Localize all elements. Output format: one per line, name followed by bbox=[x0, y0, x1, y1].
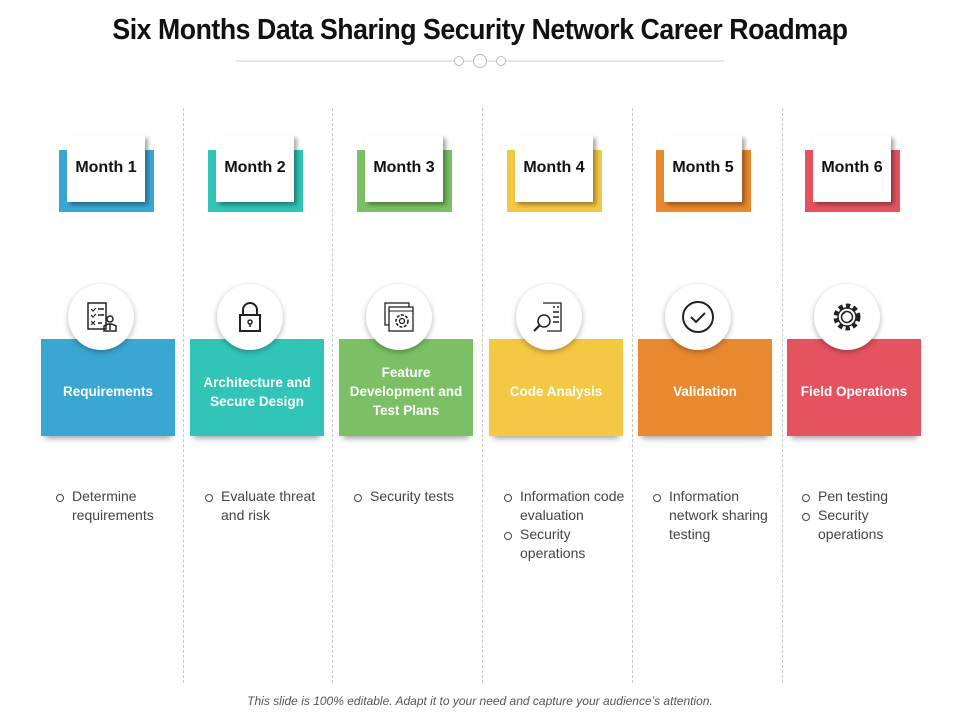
icon-badge bbox=[217, 284, 283, 350]
footer-note: This slide is 100% editable. Adapt it to… bbox=[247, 694, 713, 708]
phase-box: Code Analysis bbox=[489, 339, 623, 436]
icon-badge bbox=[516, 284, 582, 350]
bullet-item: Security operations bbox=[801, 506, 926, 544]
bullet-item: Determine requirements bbox=[55, 487, 180, 525]
phase-label: Architecture and Secure Design bbox=[203, 374, 311, 409]
month-tab: Month 1 bbox=[67, 135, 145, 202]
bullet-list: Information code evaluation Security oper… bbox=[503, 487, 628, 563]
roadmap-column-month-6: Month 6 Field Operations Pen testing Secu… bbox=[787, 0, 921, 720]
roadmap-column-month-2: Month 2 Architecture and Secure Design E… bbox=[190, 0, 324, 720]
column-divider bbox=[482, 108, 483, 683]
title-divider-ornament bbox=[236, 54, 724, 68]
bullet-item: Security operations bbox=[503, 525, 628, 563]
icon-badge bbox=[814, 284, 880, 350]
month-label: Month 4 bbox=[523, 158, 585, 176]
bullet-list: Determine requirements bbox=[55, 487, 180, 525]
column-divider bbox=[632, 108, 633, 683]
month-tab: Month 4 bbox=[515, 135, 593, 202]
phase-box: Field Operations bbox=[787, 339, 921, 436]
icon-badge bbox=[366, 284, 432, 350]
bullet-list: Security tests bbox=[353, 487, 478, 506]
month-label: Month 3 bbox=[373, 158, 435, 176]
bullet-item: Information network sharing testing bbox=[652, 487, 777, 544]
column-divider bbox=[183, 108, 184, 683]
gear-sync-icon bbox=[833, 303, 861, 331]
bullet-item: Pen testing bbox=[801, 487, 926, 506]
month-tab: Month 3 bbox=[365, 135, 443, 202]
page-title: Six Months Data Sharing Security Network… bbox=[112, 14, 848, 46]
month-label: Month 6 bbox=[821, 158, 883, 176]
column-divider bbox=[782, 108, 783, 683]
month-label: Month 2 bbox=[224, 158, 286, 176]
month-tab: Month 5 bbox=[664, 135, 742, 202]
roadmap-column-month-4: Month 4 Code Analysis Information code e… bbox=[489, 0, 624, 720]
bullet-list: Pen testing Security operations bbox=[801, 487, 926, 544]
phase-label: Field Operations bbox=[800, 384, 908, 399]
month-label: Month 1 bbox=[75, 158, 137, 176]
phase-box: Feature Development and Test Plans bbox=[339, 339, 473, 436]
icon-badge bbox=[68, 284, 134, 350]
roadmap-column-month-3: Month 3 Feature Development and Test Pla… bbox=[339, 0, 473, 720]
month-label: Month 5 bbox=[672, 158, 734, 176]
phase-box: Validation bbox=[638, 339, 772, 436]
month-tab: Month 2 bbox=[216, 135, 294, 202]
icon-badge bbox=[665, 284, 731, 350]
phase-label: Code Analysis bbox=[509, 384, 603, 399]
padlock-icon bbox=[239, 302, 261, 332]
phase-label: Requirements bbox=[62, 384, 154, 399]
bullet-item: Security tests bbox=[353, 487, 478, 506]
phase-box: Requirements bbox=[41, 339, 175, 436]
code-magnifier-icon bbox=[533, 302, 562, 332]
checkmark-circle-icon bbox=[682, 301, 714, 333]
requirements-checklist-icon bbox=[87, 302, 117, 332]
bullet-item: Information code evaluation bbox=[503, 487, 628, 525]
window-gear-icon bbox=[384, 302, 414, 332]
roadmap-column-month-5: Month 5 Validation Information network s… bbox=[638, 0, 772, 720]
bullet-list: Information network sharing testing bbox=[652, 487, 777, 544]
phase-box: Architecture and Secure Design bbox=[190, 339, 324, 436]
phase-label: Feature Development and Test Plans bbox=[349, 365, 463, 418]
bullet-item: Evaluate threat and risk bbox=[204, 487, 329, 525]
roadmap-column-month-1: Month 1 Requirements Determine requireme… bbox=[41, 0, 175, 720]
bullet-list: Evaluate threat and risk bbox=[204, 487, 329, 525]
column-divider bbox=[332, 108, 333, 683]
phase-label: Validation bbox=[673, 384, 737, 399]
month-tab: Month 6 bbox=[813, 135, 891, 202]
